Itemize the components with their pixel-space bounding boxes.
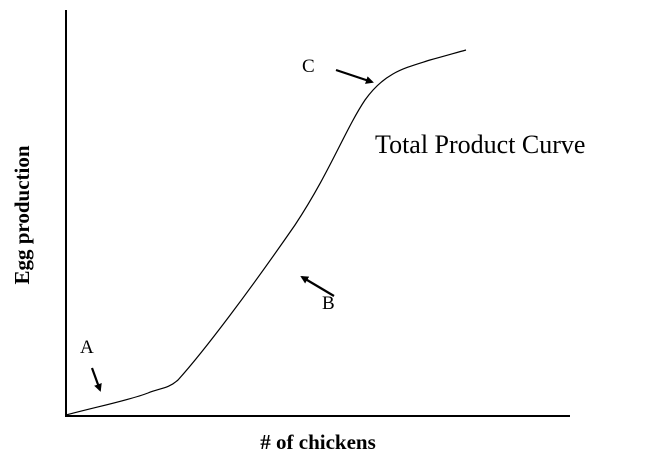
point-label: B [322, 293, 335, 314]
point-label: C [302, 56, 315, 77]
arrow-a [90, 367, 102, 392]
point-label: A [80, 337, 94, 358]
arrow-c [335, 68, 374, 84]
arrow-b [300, 275, 335, 297]
curve-title: Total Product Curve [375, 130, 585, 159]
total-product-curve [65, 49, 467, 416]
axes [65, 10, 570, 417]
y-axis-label: Egg production [10, 145, 34, 284]
x-axis-label: # of chickens [260, 430, 376, 454]
